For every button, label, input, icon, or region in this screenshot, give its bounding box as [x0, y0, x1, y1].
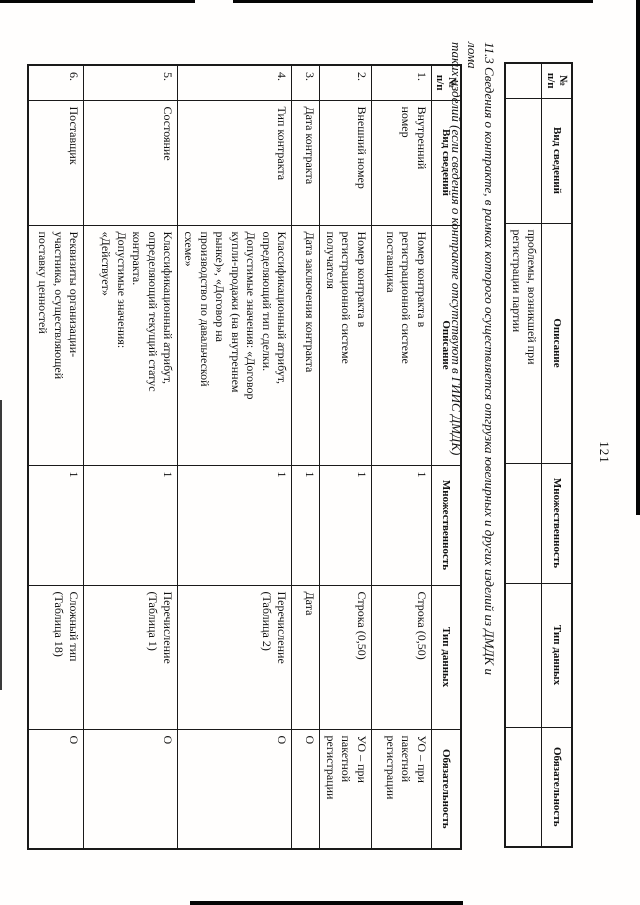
- scan-artifact-left-edge: [0, 400, 2, 690]
- contract-spec-table: № п/п Вид сведений Описание Множественно…: [27, 64, 462, 850]
- cell-type: [505, 583, 542, 727]
- cell-mult: 1: [178, 465, 292, 585]
- header-cell-oblig: Обязательность: [542, 727, 572, 847]
- cell-type: Дата: [292, 585, 320, 729]
- continuation-table: № п/п Вид сведений Описание Множественно…: [504, 62, 573, 848]
- table-row: 6. Поставщик Реквизиты организации- учас…: [28, 65, 84, 849]
- cell-vid: Состояние: [84, 100, 178, 225]
- cell-type: Строка (0,50): [371, 585, 432, 729]
- cell-mult: 1: [28, 465, 84, 585]
- cell-mult: 1: [84, 465, 178, 585]
- cell-num: 3.: [292, 65, 320, 100]
- table-row: 4. Тип контракта Классификационный атриб…: [178, 65, 292, 849]
- cell-oblig: О: [84, 729, 178, 849]
- header-cell-type: Тип данных: [431, 585, 461, 729]
- cell-num: 5.: [84, 65, 178, 100]
- cell-type: Сложный тип (Таблица 18): [28, 585, 84, 729]
- cell-desc: Дата заключения контракта: [292, 225, 320, 465]
- cell-vid: Поставщик: [28, 100, 84, 225]
- table-row: 2. Внешний номер Номер контракта в регис…: [320, 65, 372, 849]
- continuation-table-row: проблемы, возникшей при регистрации парт…: [505, 63, 542, 847]
- cell-desc: Номер контракта в регистрационной систем…: [320, 225, 372, 465]
- header-cell-mult: Множественность: [431, 465, 461, 585]
- table-header-row: № п/п Вид сведений Описание Множественно…: [431, 65, 461, 849]
- cell-desc: Номер контракта в регистрационной систем…: [371, 225, 432, 465]
- scan-artifact-top-right: [233, 0, 593, 3]
- cell-oblig: УО – при пакетной регистрации: [371, 729, 432, 849]
- header-cell-vid: Вид сведений: [542, 98, 572, 223]
- cell-desc: Реквизиты организации- участника, осущес…: [28, 225, 84, 465]
- cell-mult: [505, 463, 542, 583]
- table-row: 3. Дата контракта Дата заключения контра…: [292, 65, 320, 849]
- cell-oblig: [505, 727, 542, 847]
- cell-vid: Внешний номер: [320, 100, 372, 225]
- cell-num: 2.: [320, 65, 372, 100]
- cell-mult: 1: [320, 465, 372, 585]
- cell-type: Перечисление (Таблица 1): [84, 585, 178, 729]
- cell-num: 4.: [178, 65, 292, 100]
- cell-mult: 1: [371, 465, 432, 585]
- header-cell-desc: Описание: [431, 225, 461, 465]
- table-row: 1. Внутренний номер Номер контракта в ре…: [371, 65, 432, 849]
- table-row: 5. Состояние Классификационный атрибут, …: [84, 65, 178, 849]
- header-cell-num: № п/п: [542, 63, 572, 98]
- cell-vid: Тип контракта: [178, 100, 292, 225]
- cell-num: 1.: [371, 65, 432, 100]
- cell-mult: 1: [292, 465, 320, 585]
- scan-artifact-right-edge: [636, 0, 640, 515]
- cell-oblig: О: [178, 729, 292, 849]
- header-cell-mult: Множественность: [542, 463, 572, 583]
- scan-artifact-top-left: [0, 0, 195, 3]
- cell-vid: Внутренний номер: [371, 100, 432, 225]
- cell-num: 6.: [28, 65, 84, 100]
- header-cell-desc: Описание: [542, 223, 572, 463]
- cell-num: [505, 63, 542, 98]
- page-number: 121: [597, 441, 612, 464]
- cell-type: Строка (0,50): [320, 585, 372, 729]
- header-cell-type: Тип данных: [542, 583, 572, 727]
- cell-type: Перечисление (Таблица 2): [178, 585, 292, 729]
- header-cell-vid: Вид сведений: [431, 100, 461, 225]
- header-cell-num: № п/п: [431, 65, 461, 100]
- cell-desc: проблемы, возникшей при регистрации парт…: [505, 223, 542, 463]
- cell-desc: Классификационный атрибут, определяющий …: [84, 225, 178, 465]
- cell-oblig: УО – при пакетной регистрации: [320, 729, 372, 849]
- cell-desc: Классификационный атрибут, определяющий …: [178, 225, 292, 465]
- continuation-table-header-row: № п/п Вид сведений Описание Множественно…: [542, 63, 572, 847]
- cell-oblig: О: [28, 729, 84, 849]
- cell-oblig: О: [292, 729, 320, 849]
- scan-artifact-bottom-edge: [190, 901, 463, 905]
- cell-vid: Дата контракта: [292, 100, 320, 225]
- header-cell-oblig: Обязательность: [431, 729, 461, 849]
- cell-vid: [505, 98, 542, 223]
